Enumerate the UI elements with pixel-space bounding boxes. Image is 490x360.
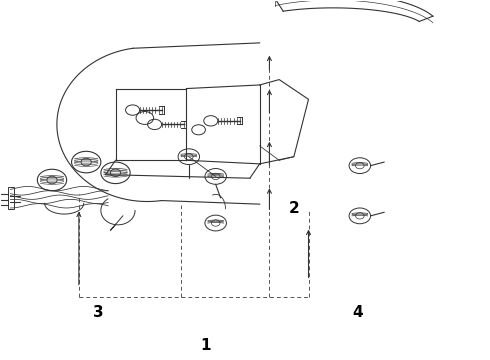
Text: 2: 2 xyxy=(289,201,299,216)
Text: 1: 1 xyxy=(201,338,211,353)
Text: 4: 4 xyxy=(352,305,363,320)
Bar xyxy=(8,187,14,209)
Text: 3: 3 xyxy=(93,305,104,320)
